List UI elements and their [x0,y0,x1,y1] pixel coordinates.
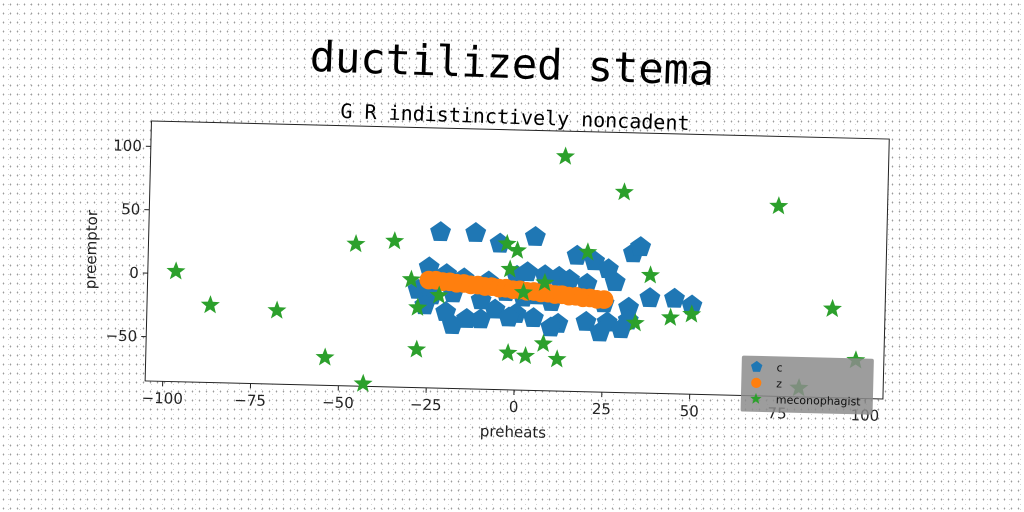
data-point-c [465,221,487,243]
data-point-meconophagist [625,313,645,332]
data-point-meconophagist [822,298,842,318]
data-point-c [604,271,626,292]
y-axis-label: preemptor [81,209,101,289]
data-point-c [575,310,597,331]
data-point-meconophagist [346,234,366,253]
x-tick-label: 0 [509,398,519,416]
x-tick-label: −100 [141,389,183,408]
data-point-meconophagist [429,285,449,304]
legend: cz meconophagist [740,355,874,415]
data-point-meconophagist [166,261,186,280]
data-point-meconophagist [200,295,220,314]
legend-marker-z [751,377,762,388]
data-point-meconophagist [515,346,536,365]
data-point-meconophagist [533,333,553,353]
data-point-c [540,316,562,337]
data-point-meconophagist [497,233,517,253]
data-point-meconophagist [500,259,520,278]
legend-label-meconophagist: meconophagist [776,393,862,408]
data-point-meconophagist [508,240,528,259]
chart-title: ductilized stema [309,32,715,95]
data-point-c [681,294,703,315]
x-tick-label: 50 [680,402,700,420]
data-point-c [522,307,544,328]
data-point-meconophagist [547,349,567,368]
legend-label-c: c [776,361,782,374]
data-point-meconophagist [556,146,576,165]
legend-label-z: z [776,377,782,390]
data-point-meconophagist [661,307,681,326]
data-point-meconophagist [385,231,405,250]
data-point-meconophagist [535,272,555,292]
data-point-meconophagist [407,339,427,358]
data-point-meconophagist [267,300,287,319]
data-point-meconophagist [513,282,533,301]
data-point-meconophagist [315,347,335,366]
data-point-z [594,290,614,309]
legend-marker-c [751,360,763,372]
data-point-meconophagist [614,182,634,201]
data-point-meconophagist [769,196,789,215]
data-point-c [664,287,685,308]
y-tick-label: 100 [113,136,142,155]
data-point-c [589,321,611,342]
x-tick-label: 25 [592,400,612,418]
y-tick-label: −50 [105,327,137,346]
data-point-c [430,221,452,242]
data-point-meconophagist [408,297,428,316]
data-point-meconophagist [353,373,373,393]
data-point-meconophagist [578,242,598,261]
data-point-c [618,296,640,317]
data-point-meconophagist [682,304,702,323]
y-tick-label: 50 [121,200,141,218]
data-point-c [498,306,520,327]
data-point-c [559,268,581,289]
data-point-c [441,314,463,335]
data-point-meconophagist [498,343,518,362]
data-point-meconophagist [640,265,661,284]
legend-marker-meconophagist [750,392,762,404]
legend-box [740,355,874,415]
data-point-c [630,236,652,257]
data-point-c [470,308,492,329]
data-point-meconophagist [401,269,421,288]
x-tick-label: −75 [234,391,266,410]
data-point-c [610,318,632,339]
x-axis-label: preheats [480,422,547,442]
data-point-c [517,261,538,282]
x-tick-label: −25 [410,395,442,414]
y-tick-label: 0 [129,264,139,282]
data-point-c [639,287,661,308]
x-tick-label: −50 [322,393,354,412]
data-point-c [524,225,546,246]
